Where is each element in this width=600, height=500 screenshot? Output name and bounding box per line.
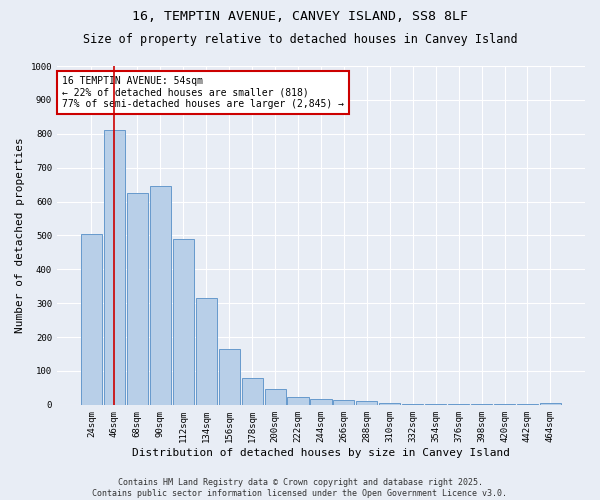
Text: 16 TEMPTIN AVENUE: 54sqm
← 22% of detached houses are smaller (818)
77% of semi-: 16 TEMPTIN AVENUE: 54sqm ← 22% of detach… (62, 76, 344, 110)
Bar (81, 234, 102, 405)
Text: Size of property relative to detached houses in Canvey Island: Size of property relative to detached ho… (83, 32, 517, 46)
Bar (127, 193, 148, 405)
Bar (287, 397, 308, 405)
Text: Contains HM Land Registry data © Crown copyright and database right 2025.
Contai: Contains HM Land Registry data © Crown c… (92, 478, 508, 498)
Bar (196, 298, 217, 405)
Text: 16, TEMPTIN AVENUE, CANVEY ISLAND, SS8 8LF: 16, TEMPTIN AVENUE, CANVEY ISLAND, SS8 8… (132, 10, 468, 23)
Bar (310, 398, 332, 405)
Bar (540, 403, 561, 405)
Bar (104, 130, 125, 405)
Y-axis label: Number of detached properties: Number of detached properties (15, 138, 25, 334)
Bar (334, 400, 355, 405)
Bar (242, 378, 263, 405)
Bar (173, 240, 194, 405)
Bar (356, 402, 377, 405)
Bar (379, 403, 400, 405)
Bar (265, 389, 286, 405)
Bar (218, 349, 240, 405)
Bar (150, 186, 171, 405)
Bar (425, 404, 446, 405)
Bar (402, 404, 424, 405)
X-axis label: Distribution of detached houses by size in Canvey Island: Distribution of detached houses by size … (132, 448, 510, 458)
